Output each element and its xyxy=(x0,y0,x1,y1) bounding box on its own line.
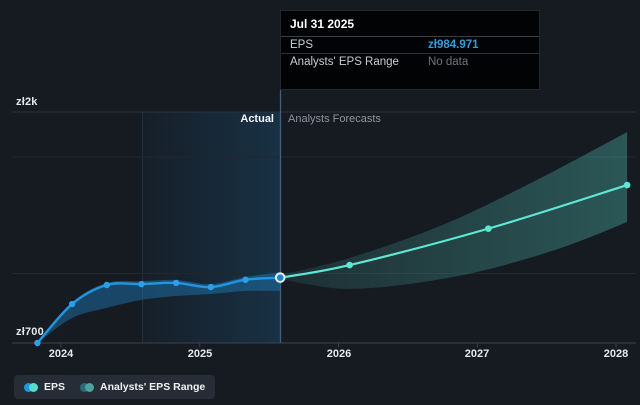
analysts-range-series-icon xyxy=(80,382,94,392)
legend-item-eps[interactable]: EPS xyxy=(14,375,76,399)
forecasts-zone-label: Analysts Forecasts xyxy=(288,113,381,125)
tooltip-eps-row: EPS zł984.971 xyxy=(281,37,539,54)
tooltip-eps-label: EPS xyxy=(290,39,314,51)
actual-zone-label: Actual xyxy=(240,113,274,125)
legend-item-eps-label: EPS xyxy=(44,381,66,393)
tooltip-range-row: Analysts' EPS Range No data xyxy=(281,54,539,70)
forecast-point-1 xyxy=(485,225,492,232)
legend: EPS Analysts' EPS Range xyxy=(0,375,640,399)
y-axis-label-top: zł2k xyxy=(16,96,38,108)
actual-period-highlight xyxy=(142,112,281,343)
legend-item-analysts-eps-range-label: Analysts' EPS Range xyxy=(100,381,206,393)
eps-series-icon xyxy=(24,382,38,392)
tooltip-range-label: Analysts' EPS Range xyxy=(290,56,399,68)
eps-point-5 xyxy=(207,283,215,291)
eps-point-0 xyxy=(34,339,41,347)
legend-item-analysts-eps-range[interactable]: Analysts' EPS Range xyxy=(70,375,216,399)
eps-point-1 xyxy=(68,300,76,308)
x-axis-label-2025: 2025 xyxy=(187,348,213,360)
eps-point-6 xyxy=(242,276,249,283)
selected-point xyxy=(274,272,286,283)
analysts-forecast-range-band xyxy=(280,132,628,289)
forecast-point-0 xyxy=(346,261,353,269)
x-axis-label-2028: 2028 xyxy=(603,348,629,360)
eps-point-3 xyxy=(138,280,145,288)
y-axis-label-bottom: zł700 xyxy=(16,326,44,338)
x-axis-label-2027: 2027 xyxy=(464,348,490,360)
actual-eps-range-band xyxy=(37,271,281,343)
forecast-point-2 xyxy=(623,181,631,189)
x-axis-label-2024: 2024 xyxy=(48,348,74,360)
eps-forecast-line xyxy=(279,183,629,279)
eps-point-2 xyxy=(103,281,110,289)
tooltip-eps-value: zł984.971 xyxy=(428,39,479,51)
tooltip-range-value: No data xyxy=(428,56,469,68)
tooltip: Jul 31 2025 EPS zł984.971 Analysts' EPS … xyxy=(280,10,540,90)
tooltip-date: Jul 31 2025 xyxy=(281,11,539,37)
eps-point-4 xyxy=(172,279,180,287)
x-axis-label-2026: 2026 xyxy=(326,348,352,360)
